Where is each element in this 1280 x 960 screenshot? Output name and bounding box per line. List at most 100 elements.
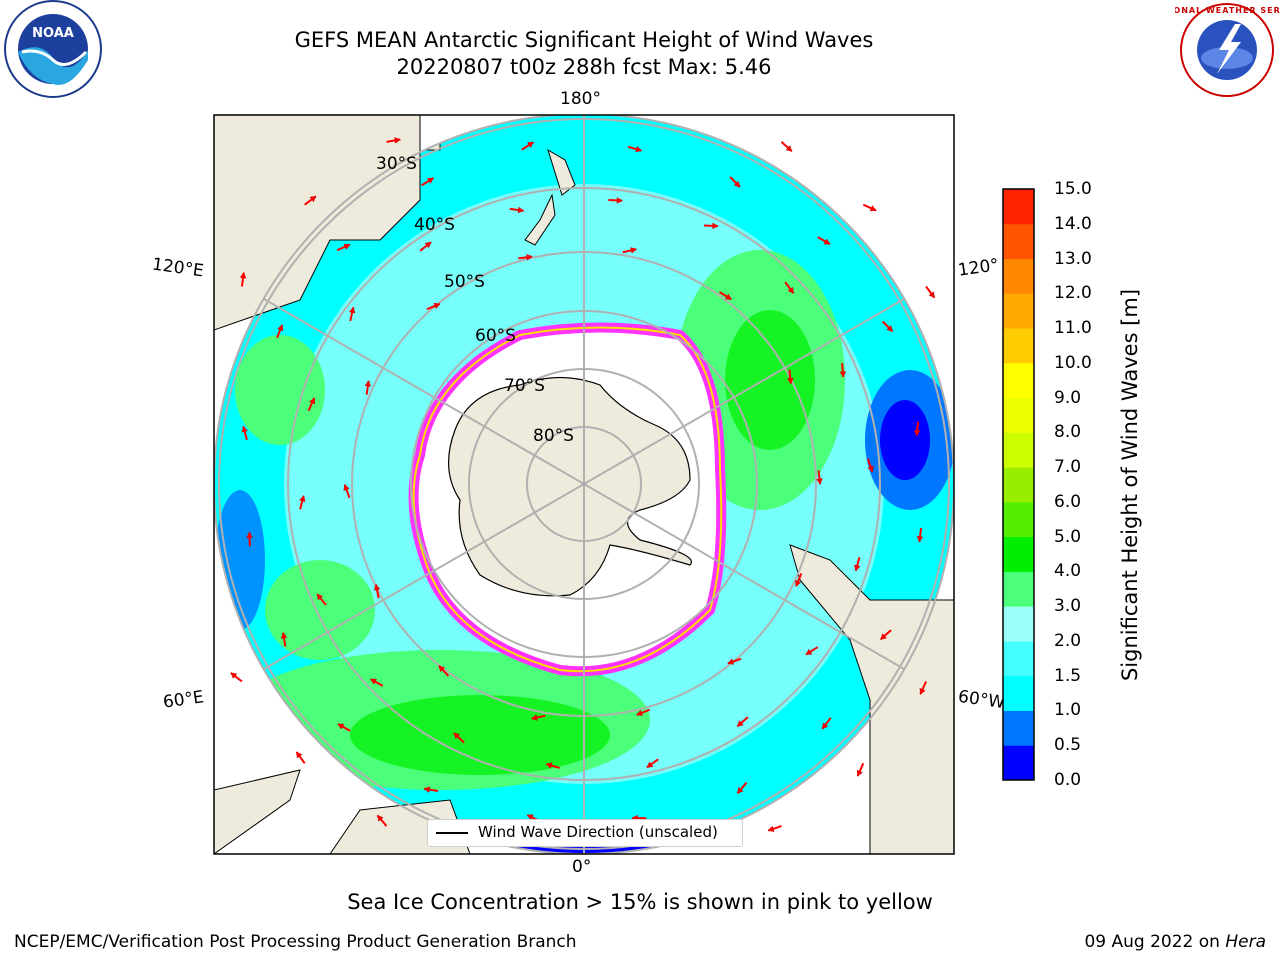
colorbar-segment <box>1003 710 1034 746</box>
lon-label-180: 180° <box>560 89 601 109</box>
colorbar-segment <box>1003 362 1034 399</box>
colorbar-segment <box>1003 501 1034 538</box>
legend-label: Wind Wave Direction (unscaled) <box>478 823 718 841</box>
colorbar-tick-label: 1.5 <box>1054 665 1082 686</box>
colorbar-tick-label: 9.0 <box>1054 387 1082 408</box>
colorbar-tick-label: 5.0 <box>1054 526 1082 547</box>
wind-wave-arrowhead <box>736 720 744 727</box>
wind-wave-arrowhead <box>787 286 794 294</box>
colorbar-segment <box>1003 223 1034 260</box>
wind-wave-arrowhead <box>867 465 874 473</box>
colorbar-tick-label: 14.0 <box>1054 213 1092 234</box>
wind-wave-arrowhead <box>309 196 317 203</box>
wind-wave-arrowhead <box>246 531 253 538</box>
wind-wave-arrowhead <box>427 177 434 184</box>
colorbar-segment <box>1003 189 1034 225</box>
wind-wave-arrowhead <box>767 825 775 832</box>
colorbar-tick-label: 12.0 <box>1054 283 1092 304</box>
wind-wave-arrowhead <box>309 397 316 405</box>
wind-wave-arrowhead <box>886 325 893 332</box>
colorbar-segment <box>1003 258 1034 294</box>
wind-wave-arrowhead <box>616 197 623 204</box>
lat-label-80: 80°S <box>533 426 574 446</box>
lat-label-60: 60°S <box>475 326 516 346</box>
colorbar-segment <box>1003 675 1034 711</box>
map-legend: Wind Wave Direction (unscaled) <box>427 819 743 847</box>
colorbar-segment <box>1003 432 1034 468</box>
wind-wave-arrowhead <box>230 672 238 679</box>
wind-wave-arrowhead <box>928 291 935 299</box>
svg-text:NOAA: NOAA <box>32 26 74 41</box>
wind-wave-arrowhead <box>239 272 247 279</box>
wind-wave-arrowhead <box>337 723 345 730</box>
wind-wave-arrowhead <box>545 762 553 769</box>
wind-wave-arrowhead <box>635 145 643 153</box>
lon-label-0: 0° <box>572 857 592 877</box>
nws-logo: NATIONAL WEATHER SERVICE <box>1175 3 1280 97</box>
wind-wave-arrowhead <box>280 632 288 639</box>
colorbar <box>1002 188 1035 781</box>
wind-wave-arrowhead <box>856 769 863 777</box>
colorbar-tick-label: 2.0 <box>1054 630 1082 651</box>
wind-wave-arrowhead <box>526 814 534 821</box>
sea-ice-note: Sea Ice Concentration > 15% is shown in … <box>347 890 933 914</box>
wind-wave-arrowhead <box>823 238 831 245</box>
wind-wave-arrowhead <box>636 709 644 716</box>
wind-wave-arrowhead <box>839 371 847 378</box>
wind-wave-arrowhead <box>821 722 829 730</box>
wind-wave-arrowhead <box>343 484 350 491</box>
colorbar-tick-label: 1.0 <box>1054 700 1082 721</box>
colorbar-segment <box>1003 293 1034 329</box>
wind-wave-arrowhead <box>241 425 248 433</box>
wind-wave-arrowhead <box>453 732 461 740</box>
lat-label-40: 40°S <box>414 215 455 235</box>
colorbar-segment <box>1003 571 1034 607</box>
colorbar-segment <box>1003 467 1034 503</box>
wind-wave-arrowhead <box>787 377 794 385</box>
colorbar-segment <box>1003 536 1034 572</box>
colorbar-segment <box>1003 397 1034 433</box>
wind-wave-arrowhead <box>299 495 306 502</box>
wind-wave-arrowhead <box>517 206 525 214</box>
colorbar-segment <box>1003 745 1034 781</box>
wind-wave-arrowhead <box>805 648 813 655</box>
wind-wave-arrowhead <box>438 665 446 673</box>
colorbar-tick-label: 8.0 <box>1054 422 1082 443</box>
colorbar-tick-label: 7.0 <box>1054 457 1082 478</box>
wind-wave-arrowhead <box>526 254 533 261</box>
footer-date: 09 Aug 2022 on Hera <box>1084 932 1266 952</box>
colorbar-tick-label: 10.0 <box>1054 352 1092 373</box>
wind-wave-arrowhead <box>424 241 432 249</box>
colorbar-title: Significant Height of Wind Waves [m] <box>1118 288 1142 682</box>
wind-wave-arrowhead <box>646 761 654 768</box>
colorbar-tick-label: 13.0 <box>1054 248 1092 269</box>
wind-wave-arrowhead <box>785 145 793 152</box>
wind-wave-arrowhead <box>854 564 861 572</box>
wind-wave-arrowhead <box>630 247 637 254</box>
wind-wave-arrowhead <box>394 137 401 144</box>
colorbar-segment <box>1003 640 1034 677</box>
lat-label-50: 50°S <box>444 272 485 292</box>
noaa-logo: NOAA <box>4 0 102 98</box>
colorbar-tick-label: 15.0 <box>1054 179 1092 199</box>
wind-wave-arrowhead <box>527 141 534 148</box>
legend-line-icon <box>436 832 468 834</box>
wind-wave-arrowhead <box>880 633 887 640</box>
svg-text:NATIONAL WEATHER SERVICE: NATIONAL WEATHER SERVICE <box>1175 6 1280 15</box>
colorbar-tick-label: 6.0 <box>1054 491 1082 512</box>
wind-wave-arrowhead <box>733 180 741 188</box>
wind-wave-arrowhead <box>370 678 377 685</box>
wind-wave-arrowhead <box>373 583 381 591</box>
wind-wave-arrowhead <box>348 306 356 314</box>
chart-title: GEFS MEAN Antarctic Significant Height o… <box>294 28 874 52</box>
wind-wave-arrowhead <box>531 714 538 721</box>
colorbar-tick-label: 0.0 <box>1054 770 1082 790</box>
colorbar-segment <box>1003 328 1034 364</box>
wind-wave-arrowhead <box>916 536 924 543</box>
colorbar-tick-label: 4.0 <box>1054 561 1082 582</box>
wind-wave-arrowhead <box>423 786 431 793</box>
wind-wave-arrowhead <box>737 786 744 794</box>
chart-subtitle: 20220807 t00z 288h fcst Max: 5.46 <box>396 55 772 79</box>
lat-label-30: 30°S <box>376 154 417 174</box>
